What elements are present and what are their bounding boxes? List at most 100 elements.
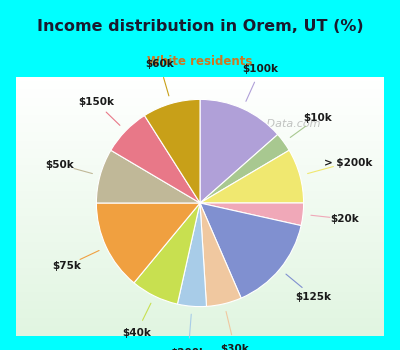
Bar [16, 324, 384, 326]
Bar [16, 144, 384, 146]
Bar [16, 253, 384, 254]
Bar [16, 245, 384, 247]
Bar [16, 315, 384, 317]
Bar [16, 133, 384, 134]
Bar [16, 260, 384, 261]
Bar [16, 108, 384, 109]
Bar [16, 130, 384, 131]
Bar [16, 92, 384, 94]
Text: City-Data.com: City-Data.com [241, 119, 321, 128]
Bar [16, 153, 384, 155]
Bar [16, 155, 384, 156]
Bar [16, 139, 384, 140]
Bar [16, 100, 384, 101]
Bar [16, 287, 384, 288]
Bar [16, 236, 384, 238]
Bar [16, 251, 384, 252]
Bar [16, 174, 384, 175]
Bar [16, 112, 384, 113]
Bar [16, 261, 384, 262]
Bar [16, 109, 384, 111]
Bar [16, 219, 384, 221]
Bar [16, 156, 384, 157]
Bar [16, 170, 384, 172]
Bar [16, 136, 384, 138]
Bar [16, 103, 384, 104]
Bar [16, 321, 384, 322]
Bar [16, 149, 384, 151]
Bar [16, 214, 384, 216]
Bar [16, 131, 384, 133]
Bar [16, 335, 384, 336]
Bar [16, 301, 384, 302]
Bar [16, 151, 384, 152]
Bar [16, 252, 384, 253]
Bar [16, 183, 384, 184]
Bar [16, 308, 384, 309]
Bar [16, 184, 384, 186]
Bar [16, 299, 384, 300]
Bar [16, 177, 384, 178]
Bar [16, 97, 384, 98]
Bar [16, 322, 384, 323]
Bar [16, 187, 384, 188]
Bar [16, 111, 384, 112]
Bar [16, 309, 384, 310]
Bar [16, 134, 384, 135]
Wedge shape [200, 203, 301, 298]
Text: $100k: $100k [242, 64, 278, 74]
Bar [16, 129, 384, 130]
Bar [16, 278, 384, 279]
Bar [16, 279, 384, 280]
Bar [16, 104, 384, 105]
Bar [16, 290, 384, 292]
Bar [16, 283, 384, 284]
Bar [16, 195, 384, 196]
Bar [16, 152, 384, 153]
Bar [16, 148, 384, 149]
Bar [16, 286, 384, 287]
Bar [16, 188, 384, 190]
Bar [16, 162, 384, 164]
Wedge shape [96, 203, 200, 283]
Bar [16, 209, 384, 210]
Bar [16, 212, 384, 213]
Bar [16, 140, 384, 142]
Bar [16, 114, 384, 116]
Bar [16, 292, 384, 293]
Bar [16, 113, 384, 114]
Bar [16, 204, 384, 205]
Bar [16, 318, 384, 319]
Text: $200k: $200k [170, 348, 206, 350]
Bar [16, 161, 384, 162]
Bar [16, 288, 384, 289]
Wedge shape [200, 134, 289, 203]
Bar [16, 241, 384, 243]
Bar [16, 312, 384, 313]
Bar [16, 239, 384, 240]
Wedge shape [200, 203, 241, 306]
Bar [16, 85, 384, 86]
Bar [16, 117, 384, 118]
Bar [16, 231, 384, 232]
Bar [16, 326, 384, 327]
Bar [16, 256, 384, 257]
Bar [16, 89, 384, 90]
Bar [16, 317, 384, 318]
Bar [16, 271, 384, 273]
Bar [16, 186, 384, 187]
Bar [16, 116, 384, 117]
Bar [16, 81, 384, 82]
Bar [16, 178, 384, 179]
Bar [16, 305, 384, 306]
Bar [16, 175, 384, 177]
Bar [16, 173, 384, 174]
Bar [16, 270, 384, 271]
Bar [16, 244, 384, 245]
Text: $75k: $75k [52, 261, 81, 271]
Bar [16, 135, 384, 137]
Bar [16, 330, 384, 331]
Bar [16, 310, 384, 312]
Bar [16, 91, 384, 92]
Bar [16, 107, 384, 108]
